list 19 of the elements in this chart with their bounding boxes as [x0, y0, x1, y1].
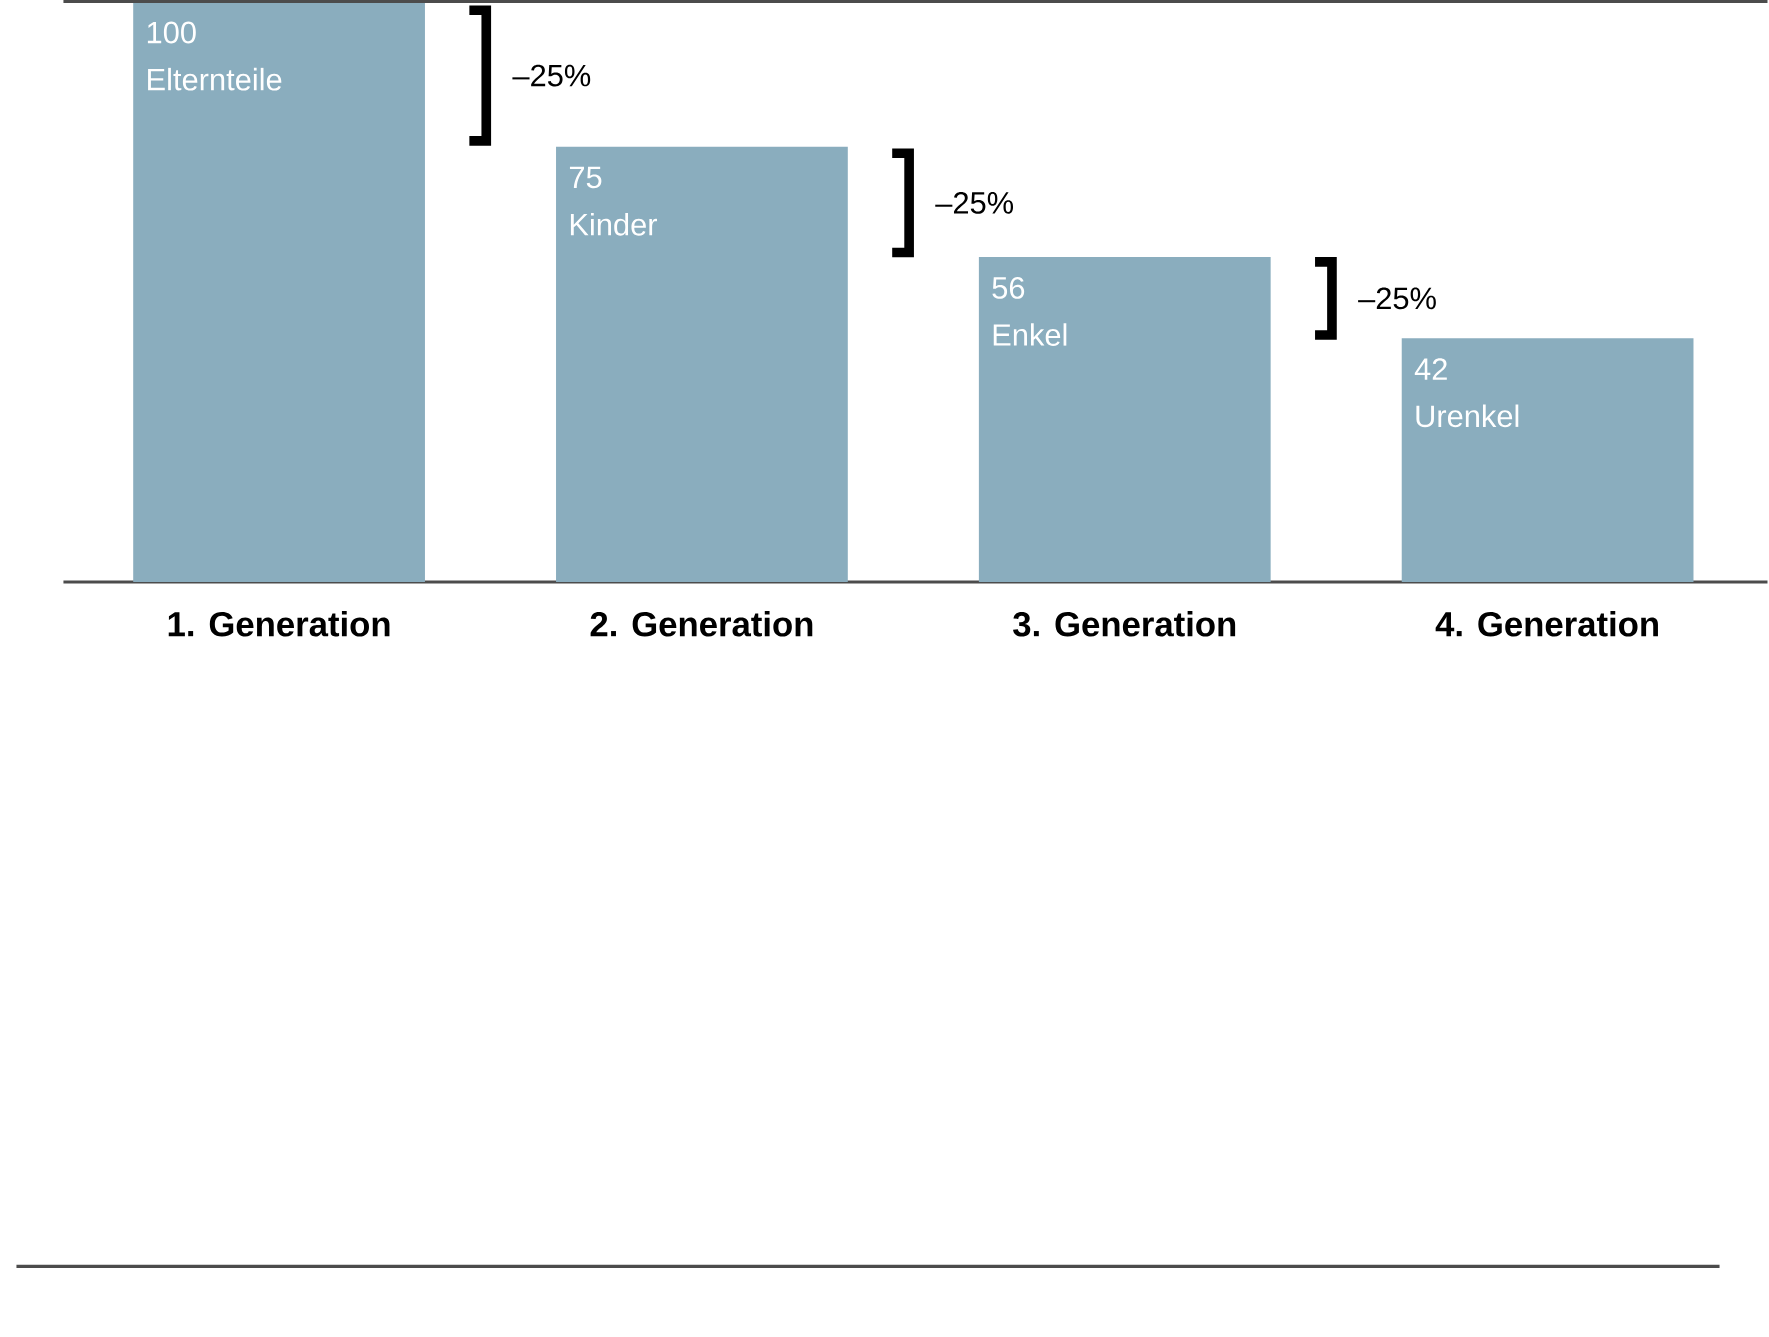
annotation: –25% — [1358, 287, 1436, 310]
x-tick-label: 3. Generation — [1013, 611, 1236, 637]
x-tick-label: 4. Generation — [1435, 611, 1658, 637]
bar — [978, 257, 1271, 583]
annotation: Kinder — [570, 213, 657, 236]
annotation: Enkel — [993, 323, 1067, 347]
bar — [133, 1, 425, 583]
x-tick-label: 1. Generation — [168, 611, 390, 637]
data-label: 100 — [147, 21, 196, 44]
data-label: 56 — [992, 277, 1025, 300]
annotation: –25% — [512, 64, 591, 87]
annotation: Urenkel — [1416, 404, 1519, 428]
bar — [556, 146, 848, 583]
annotation: –25% — [935, 192, 1014, 215]
data-label: 75 — [569, 166, 602, 189]
x-tick-label: 2. Generation — [590, 611, 813, 637]
annotation: Elternteile — [148, 68, 282, 91]
bar — [1401, 338, 1694, 583]
data-label: 42 — [1414, 358, 1447, 380]
